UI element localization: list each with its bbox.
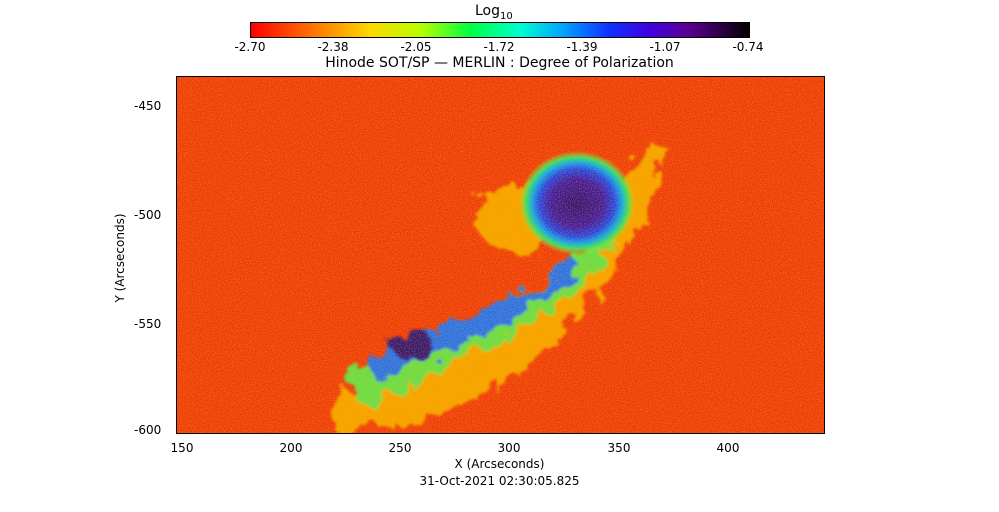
x-tick-label: 350 xyxy=(607,441,631,455)
colorbar-tick: -1.07 xyxy=(649,40,681,54)
colorbar-tick: -2.70 xyxy=(234,40,266,54)
y-tick-label: -450 xyxy=(134,99,162,113)
y-tick-label: -500 xyxy=(134,208,162,222)
colorbar-tick: -2.05 xyxy=(400,40,432,54)
x-tick-label: 300 xyxy=(497,441,521,455)
x-axis-label: X (Arcseconds) xyxy=(454,457,545,471)
colorbar-tick: -1.39 xyxy=(566,40,598,54)
map-image xyxy=(177,77,824,433)
colorbar-title: Log10 xyxy=(475,3,513,22)
y-tick-label: -600 xyxy=(134,423,162,437)
colorbar-tick: -2.38 xyxy=(317,40,349,54)
plot-title: Hinode SOT/SP — MERLIN : Degree of Polar… xyxy=(325,55,674,71)
x-tick-label: 150 xyxy=(170,441,194,455)
y-tick-label: -550 xyxy=(134,317,162,331)
x-tick-label: 250 xyxy=(388,441,412,455)
x-tick-label: 400 xyxy=(716,441,740,455)
x-tick-label: 200 xyxy=(279,441,303,455)
polarization-map xyxy=(176,76,825,434)
colorbar-tick: -0.74 xyxy=(732,40,764,54)
y-axis-label: Y (Arcseconds) xyxy=(113,213,127,303)
timestamp: 31-Oct-2021 02:30:05.825 xyxy=(419,474,580,488)
colorbar-tick: -1.72 xyxy=(483,40,515,54)
colorbar xyxy=(250,22,750,38)
